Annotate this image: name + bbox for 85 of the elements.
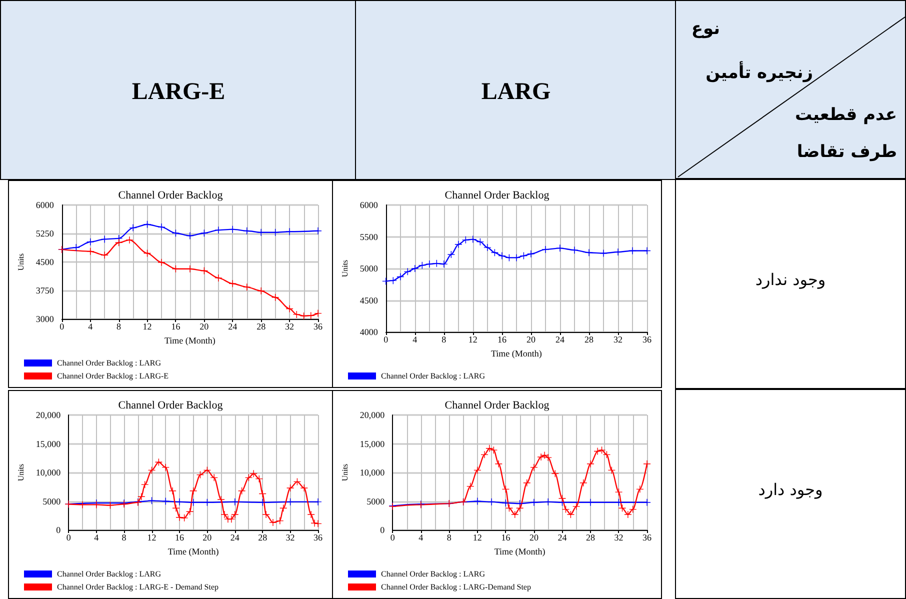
y-tick-label: 5000 xyxy=(360,264,378,274)
y-tick-label: 4500 xyxy=(360,295,378,306)
x-tick-label: 24 xyxy=(230,532,240,542)
x-tick-label: 20 xyxy=(526,334,536,344)
legend-label: Channel Order Backlog : LARG-E - Demand Step xyxy=(57,582,219,592)
x-tick-label: 16 xyxy=(171,322,181,332)
y-tick-label: 10,000 xyxy=(360,468,386,478)
legend-label: Channel Order Backlog : LARG xyxy=(57,570,162,578)
x-tick-label: 32 xyxy=(286,532,295,542)
text: طرف تقاضا xyxy=(796,142,897,162)
x-tick-label: 8 xyxy=(442,334,447,344)
x-tick-label: 32 xyxy=(285,322,294,332)
text: زنجیره تأمین xyxy=(706,63,813,83)
x-axis-title: Time (Month) xyxy=(490,348,542,358)
x-tick-label: 8 xyxy=(116,322,122,332)
x-tick-label: 24 xyxy=(228,322,238,332)
x-tick-label: 12 xyxy=(142,322,152,332)
x-tick-label: 24 xyxy=(555,334,565,344)
x-tick-label: 28 xyxy=(586,532,596,542)
x-axis-title: Time (Month) xyxy=(168,546,219,556)
x-tick-label: 16 xyxy=(497,334,507,344)
y-tick-label: 5250 xyxy=(36,228,54,238)
y-tick-label: 4000 xyxy=(360,327,378,337)
x-tick-label: 12 xyxy=(472,532,482,542)
y-axis-title: Units xyxy=(340,464,350,482)
x-tick-label: 36 xyxy=(642,334,652,344)
y-tick-label: 20,000 xyxy=(36,410,62,420)
x-tick-label: 20 xyxy=(202,532,212,542)
x-tick-label: 4 xyxy=(418,532,424,542)
x-tick-label: 4 xyxy=(88,322,94,332)
x-axis-title: Time (Month) xyxy=(494,546,546,556)
legend-label: Channel Order Backlog : LARG-Demand Step xyxy=(381,582,531,592)
x-tick-label: 20 xyxy=(529,532,539,542)
x-tick-label: 16 xyxy=(174,532,184,542)
x-tick-label: 0 xyxy=(390,532,396,542)
chart-title: Channel Order Backlog xyxy=(118,400,224,412)
text: عدم قطعیت xyxy=(794,105,897,125)
x-tick-label: 28 xyxy=(584,334,594,344)
chart-title: Channel Order Backlog xyxy=(444,400,550,412)
text: وجود ندارد xyxy=(754,270,827,289)
x-tick-label: 16 xyxy=(501,532,511,542)
x-tick-label: 32 xyxy=(614,532,624,542)
text: وجود دارد xyxy=(757,480,824,499)
y-tick-label: 6000 xyxy=(360,200,378,210)
y-tick-label: 15,000 xyxy=(360,438,386,449)
x-tick-label: 8 xyxy=(122,532,127,542)
x-tick-label: 28 xyxy=(258,532,268,542)
y-axis-title: Units xyxy=(16,253,26,271)
text: LARG xyxy=(480,79,552,106)
y-tick-label: 3000 xyxy=(36,314,54,324)
x-tick-label: 24 xyxy=(558,532,568,542)
x-tick-label: 36 xyxy=(314,322,323,332)
y-tick-label: 6000 xyxy=(36,200,54,210)
legend-label: Channel Order Backlog : LARG xyxy=(57,358,162,368)
legend-label: Channel Order Backlog : LARG xyxy=(381,570,486,578)
y-tick-label: 5500 xyxy=(360,232,378,242)
y-tick-label: 4500 xyxy=(36,257,54,267)
y-tick-label: 10,000 xyxy=(36,468,62,478)
y-tick-label: 3750 xyxy=(36,286,54,296)
x-tick-label: 28 xyxy=(256,322,266,332)
x-axis-title: Time (Month) xyxy=(164,335,216,346)
y-axis-title: Units xyxy=(16,464,26,482)
y-tick-label: 5000 xyxy=(42,496,62,506)
x-tick-label: 32 xyxy=(613,334,622,344)
x-tick-label: 12 xyxy=(468,334,478,344)
y-tick-label: 15,000 xyxy=(36,438,62,449)
chart-title: Channel Order Backlog xyxy=(118,190,224,202)
text: LARG-E xyxy=(130,79,226,106)
x-tick-label: 20 xyxy=(200,322,210,332)
legend-label: Channel Order Backlog : LARG xyxy=(381,372,486,380)
y-tick-label: 0 xyxy=(56,525,62,535)
y-tick-label: 0 xyxy=(380,525,386,535)
x-tick-label: 4 xyxy=(412,334,418,344)
y-tick-label: 5000 xyxy=(366,496,386,506)
x-tick-label: 12 xyxy=(147,532,156,542)
x-tick-label: 36 xyxy=(642,532,652,542)
legend-label: Channel Order Backlog : LARG-E xyxy=(57,372,169,380)
x-tick-label: 36 xyxy=(314,532,323,542)
x-tick-label: 8 xyxy=(446,532,452,542)
x-tick-label: 0 xyxy=(66,532,72,542)
x-tick-label: 4 xyxy=(94,532,100,542)
chart-title: Channel Order Backlog xyxy=(444,190,550,202)
y-tick-label: 20,000 xyxy=(360,410,386,420)
text: نوع xyxy=(691,19,720,39)
y-axis-title: Units xyxy=(340,260,350,278)
